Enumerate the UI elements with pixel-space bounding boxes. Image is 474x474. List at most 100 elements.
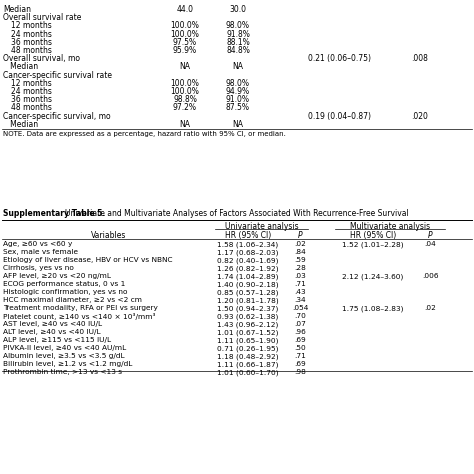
Text: 91.0%: 91.0% <box>226 95 250 104</box>
Text: Prothrombin time, >13 vs <13 s: Prothrombin time, >13 vs <13 s <box>3 369 122 375</box>
Text: 1.01 (0.60–1.70): 1.01 (0.60–1.70) <box>217 369 279 375</box>
Text: .04: .04 <box>424 241 436 247</box>
Text: Cancer-specific survival rate: Cancer-specific survival rate <box>3 71 112 80</box>
Text: Univariate and Multivariate Analyses of Factors Associated With Recurrence-Free : Univariate and Multivariate Analyses of … <box>65 209 409 218</box>
Text: 2.12 (1.24–3.60): 2.12 (1.24–3.60) <box>342 273 404 280</box>
Text: ALT level, ≥40 vs <40 IU/L: ALT level, ≥40 vs <40 IU/L <box>3 329 100 335</box>
Text: 1.50 (0.94–2.37): 1.50 (0.94–2.37) <box>217 305 279 311</box>
Text: .71: .71 <box>294 353 306 359</box>
Text: Bilirubin level, ≥1.2 vs <1.2 mg/dL: Bilirubin level, ≥1.2 vs <1.2 mg/dL <box>3 361 132 367</box>
Text: 1.43 (0.96–2.12): 1.43 (0.96–2.12) <box>217 321 279 328</box>
Text: Univariate analysis: Univariate analysis <box>225 222 298 231</box>
Text: 0.19 (0.04–0.87): 0.19 (0.04–0.87) <box>309 111 372 120</box>
Text: .34: .34 <box>294 297 306 303</box>
Text: .69: .69 <box>294 337 306 343</box>
Text: 12 months: 12 months <box>11 79 52 88</box>
Text: 100.0%: 100.0% <box>171 79 200 88</box>
Text: ALP level, ≥115 vs <115 IU/L: ALP level, ≥115 vs <115 IU/L <box>3 337 111 343</box>
Text: .02: .02 <box>424 305 436 311</box>
Text: .59: .59 <box>294 257 306 263</box>
Text: Median: Median <box>3 5 31 14</box>
Text: 98.8%: 98.8% <box>173 95 197 104</box>
Text: Albumin level, ≥3.5 vs <3.5 g/dL: Albumin level, ≥3.5 vs <3.5 g/dL <box>3 353 125 359</box>
Text: 48 months: 48 months <box>11 103 52 112</box>
Text: Age, ≥60 vs <60 y: Age, ≥60 vs <60 y <box>3 241 73 247</box>
Text: .71: .71 <box>294 281 306 287</box>
Text: Platelet count, ≥140 vs <140 × 10³/mm³: Platelet count, ≥140 vs <140 × 10³/mm³ <box>3 313 155 320</box>
Text: 36 months: 36 months <box>11 38 52 47</box>
Text: 0.82 (0.40–1.69): 0.82 (0.40–1.69) <box>217 257 279 264</box>
Text: .43: .43 <box>294 289 306 295</box>
Text: Median: Median <box>3 63 38 72</box>
Text: 1.20 (0.81–1.78): 1.20 (0.81–1.78) <box>217 297 279 303</box>
Text: PIVKA-II level, ≥40 vs <40 AU/mL: PIVKA-II level, ≥40 vs <40 AU/mL <box>3 345 126 351</box>
Text: Treatment modality, RFA or PEI vs surgery: Treatment modality, RFA or PEI vs surger… <box>3 305 158 311</box>
Text: 1.58 (1.06–2.34): 1.58 (1.06–2.34) <box>218 241 279 247</box>
Text: .50: .50 <box>294 345 306 351</box>
Text: .28: .28 <box>294 265 306 271</box>
Text: .054: .054 <box>292 305 308 311</box>
Text: .020: .020 <box>411 111 428 120</box>
Text: 1.75 (1.08–2.83): 1.75 (1.08–2.83) <box>342 305 404 311</box>
Text: 95.9%: 95.9% <box>173 46 197 55</box>
Text: AST level, ≥40 vs <40 IU/L: AST level, ≥40 vs <40 IU/L <box>3 321 102 327</box>
Text: Sex, male vs female: Sex, male vs female <box>3 249 78 255</box>
Text: 91.8%: 91.8% <box>226 29 250 38</box>
Text: 100.0%: 100.0% <box>171 29 200 38</box>
Text: NA: NA <box>233 63 244 72</box>
Text: 1.52 (1.01–2.28): 1.52 (1.01–2.28) <box>342 241 404 247</box>
Text: Etiology of liver disease, HBV or HCV vs NBNC: Etiology of liver disease, HBV or HCV vs… <box>3 257 173 263</box>
Text: 94.9%: 94.9% <box>226 87 250 96</box>
Text: 100.0%: 100.0% <box>171 21 200 30</box>
Text: .03: .03 <box>294 273 306 279</box>
Text: 0.93 (0.62–1.38): 0.93 (0.62–1.38) <box>217 313 279 319</box>
Text: 1.74 (1.04–2.89): 1.74 (1.04–2.89) <box>217 273 279 280</box>
Text: 0.71 (0.26–1.95): 0.71 (0.26–1.95) <box>217 345 279 352</box>
Text: Cancer-specific survival, mo: Cancer-specific survival, mo <box>3 111 110 120</box>
Text: 1.26 (0.82–1.92): 1.26 (0.82–1.92) <box>217 265 279 272</box>
Text: NA: NA <box>180 63 191 72</box>
Text: .84: .84 <box>294 249 306 255</box>
Text: 1.18 (0.48–2.92): 1.18 (0.48–2.92) <box>217 353 279 359</box>
Text: NA: NA <box>180 120 191 129</box>
Text: HCC maximal diameter, ≥2 vs <2 cm: HCC maximal diameter, ≥2 vs <2 cm <box>3 297 142 303</box>
Text: 100.0%: 100.0% <box>171 87 200 96</box>
Text: 84.8%: 84.8% <box>226 46 250 55</box>
Text: Histologic confirmation, yes vs no: Histologic confirmation, yes vs no <box>3 289 128 295</box>
Text: HR (95% CI): HR (95% CI) <box>350 231 396 240</box>
Text: 36 months: 36 months <box>11 95 52 104</box>
Text: .98: .98 <box>294 369 306 375</box>
Text: 1.01 (0.67–1.52): 1.01 (0.67–1.52) <box>217 329 279 336</box>
Text: 24 months: 24 months <box>11 29 52 38</box>
Text: 0.85 (0.57–1.28): 0.85 (0.57–1.28) <box>217 289 279 295</box>
Text: 44.0: 44.0 <box>176 5 193 14</box>
Text: Median: Median <box>3 120 38 129</box>
Text: 0.21 (0.06–0.75): 0.21 (0.06–0.75) <box>309 54 372 63</box>
Text: .02: .02 <box>294 241 306 247</box>
Text: 87.5%: 87.5% <box>226 103 250 112</box>
Text: Supplementary Table 5.: Supplementary Table 5. <box>3 209 105 218</box>
Text: HR (95% CI): HR (95% CI) <box>225 231 271 240</box>
Text: .69: .69 <box>294 361 306 367</box>
Text: 1.40 (0.90–2.18): 1.40 (0.90–2.18) <box>217 281 279 288</box>
Text: NOTE. Data are expressed as a percentage, hazard ratio with 95% CI, or median.: NOTE. Data are expressed as a percentage… <box>3 131 286 137</box>
Text: 97.5%: 97.5% <box>173 38 197 47</box>
Text: 98.0%: 98.0% <box>226 79 250 88</box>
Text: .006: .006 <box>422 273 438 279</box>
Text: 1.11 (0.66–1.87): 1.11 (0.66–1.87) <box>217 361 279 367</box>
Text: P: P <box>298 231 302 240</box>
Text: .008: .008 <box>411 54 428 63</box>
Text: P: P <box>428 231 432 240</box>
Text: 12 months: 12 months <box>11 21 52 30</box>
Text: .96: .96 <box>294 329 306 335</box>
Text: 48 months: 48 months <box>11 46 52 55</box>
Text: Cirrhosis, yes vs no: Cirrhosis, yes vs no <box>3 265 74 271</box>
Text: 24 months: 24 months <box>11 87 52 96</box>
Text: .07: .07 <box>294 321 306 327</box>
Text: 88.1%: 88.1% <box>226 38 250 47</box>
Text: 98.0%: 98.0% <box>226 21 250 30</box>
Text: NA: NA <box>233 120 244 129</box>
Text: ECOG performance status, 0 vs 1: ECOG performance status, 0 vs 1 <box>3 281 126 287</box>
Text: 30.0: 30.0 <box>229 5 246 14</box>
Text: .70: .70 <box>294 313 306 319</box>
